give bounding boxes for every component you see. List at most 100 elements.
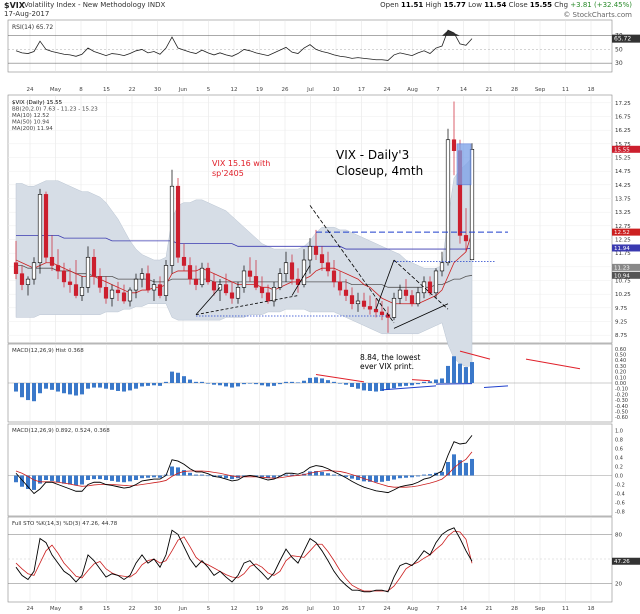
price-value-text: 12.52 (614, 230, 630, 236)
macd-hist-bar (464, 462, 468, 476)
candle-body (409, 295, 415, 305)
macd-hist-bar (356, 383, 360, 389)
candle-body (19, 273, 25, 285)
price-tick-label: 10.25 (615, 292, 631, 298)
macd-hist-bar (338, 475, 342, 477)
x-tick-label-top: 10 (333, 87, 340, 93)
candle-body (187, 265, 193, 280)
macd-hist-bar (374, 475, 378, 483)
x-tick-label-top: 30 (154, 87, 161, 93)
macd-hist-bar (314, 471, 318, 476)
x-tick-label-top: 11 (562, 87, 569, 93)
price-value-text: 11.23 (614, 265, 630, 271)
x-tick-label-bottom: 10 (333, 606, 340, 612)
macd-hist-bar (146, 475, 150, 478)
candle-body (199, 267, 205, 285)
sto-d-line (15, 530, 473, 592)
macd-hist-bar (182, 376, 186, 383)
macd-hist-bar (116, 383, 120, 391)
x-tick-label-bottom: 7 (436, 606, 440, 612)
annotation-title-line2: Closeup, 4mth (336, 164, 423, 178)
macd-hist-bar (302, 380, 306, 383)
macd-hist-bar (380, 383, 384, 391)
macd-tick-label: 0.2 (615, 465, 623, 471)
macd-hist-bar (224, 383, 228, 387)
candle-body (139, 273, 145, 280)
macd-hist-bar (452, 454, 456, 476)
macd-hist-bar (368, 383, 372, 391)
macd-hist-bar (164, 381, 168, 383)
x-tick-label-top: 24 (384, 87, 391, 93)
x-tick-label-bottom: 30 (154, 606, 161, 612)
candle-body (469, 149, 475, 261)
macd-hist-bar (314, 377, 318, 383)
macd-hist-bar (242, 383, 246, 385)
macd-hist-bar (194, 381, 198, 383)
candle-body (235, 287, 241, 299)
price-tick-label: 16.75 (615, 115, 631, 121)
candle-body (367, 306, 373, 310)
rsi-line (15, 29, 473, 61)
candle-body (427, 281, 433, 294)
x-tick-label-top: Aug (407, 87, 418, 93)
candle-body (175, 185, 181, 258)
price-tick-label: 14.25 (615, 183, 631, 189)
annotation-note1-line1: VIX 15.16 with (212, 159, 270, 168)
price-tick-label: 10.75 (615, 279, 631, 285)
price-tick-label: 11.75 (615, 251, 631, 257)
candle-body (145, 273, 151, 291)
x-tick-label-bottom: 26 (282, 606, 289, 612)
macd-hist-bar (350, 475, 354, 479)
macd-hist-bar (266, 383, 270, 387)
macd-hist-bar (416, 475, 420, 477)
price-value-tag (612, 271, 640, 279)
candle-body (73, 284, 79, 296)
macd-hist-bar (176, 467, 180, 476)
price-tick-label: 13.75 (615, 197, 631, 203)
sto-k-line (15, 527, 473, 593)
candle-body (373, 308, 379, 313)
price-value-text: 15.55 (614, 147, 630, 153)
macd-hist-bar (140, 475, 144, 479)
x-tick-label-top: 22 (129, 87, 136, 93)
candle-body (91, 256, 97, 277)
macd-hist-bar (20, 383, 24, 398)
macd-hist-bar (50, 475, 54, 481)
macd-hist-bar (122, 475, 126, 483)
macd-hist-bar (92, 383, 96, 388)
price-tick-label: 12.75 (615, 224, 631, 230)
macd-hist-bar (332, 474, 336, 476)
divergence-line-blue (435, 383, 473, 385)
macd-hist-bar (32, 383, 36, 402)
trend-line (195, 287, 221, 315)
macd-hist-tick-label: -0.30 (615, 398, 628, 404)
candle-body (247, 270, 253, 277)
macd-hist-bar (62, 383, 66, 394)
price-tick-label: 17.25 (615, 101, 631, 107)
chart-header: $VIX Volatility Index - New Methodology … (0, 0, 640, 20)
candle-body (157, 284, 163, 296)
candle-body (283, 262, 289, 274)
macd-hist-bar (398, 383, 402, 387)
annotation-note2-line2: ever VIX print. (360, 362, 414, 371)
macd-hist-bar (344, 383, 348, 385)
candle-body (301, 259, 307, 285)
macd-hist-bar (170, 466, 174, 476)
macd-hist-bar (458, 363, 462, 383)
candle-body (463, 235, 469, 242)
price-legend-entry: MA(50) 10.94 (12, 120, 50, 126)
candle-body (31, 262, 37, 280)
macd-hist-bar (230, 383, 234, 388)
candle-body (277, 273, 283, 288)
rsi-value-text: 65.72 (614, 36, 631, 43)
divergence-line-red (525, 358, 581, 370)
sto-value-tag (612, 557, 640, 565)
macd-hist-bar (344, 475, 348, 477)
price-tick-label: 15.75 (615, 142, 631, 148)
candle-body (259, 287, 265, 294)
candle-body (55, 265, 61, 272)
panel-frame-rsi (7, 19, 613, 73)
macd-hist-tick-label: 0.60 (615, 347, 626, 353)
macd-line (15, 435, 473, 495)
